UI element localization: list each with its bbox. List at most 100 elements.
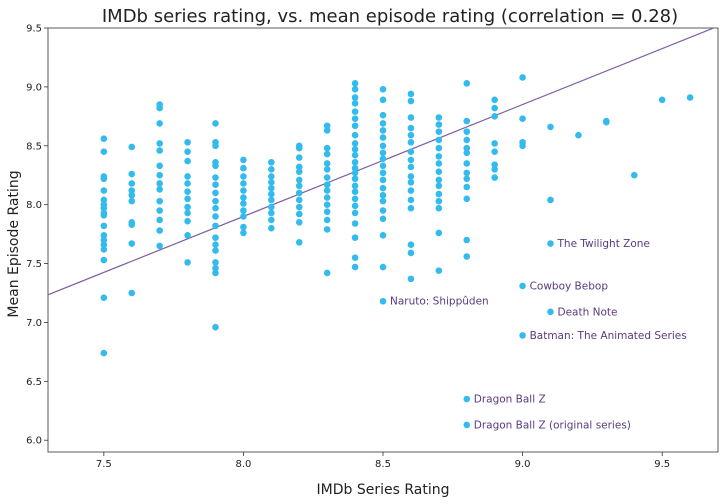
data-point [519,74,526,81]
data-point [379,184,387,192]
data-point [128,180,136,187]
data-point [100,175,108,183]
data-point [100,294,108,302]
data-point [603,118,610,126]
data-point [240,223,247,231]
data-point [100,222,108,230]
data-point [268,209,275,217]
data-point [547,308,554,316]
data-point [491,96,498,104]
data-point [519,142,526,150]
data-point [212,197,219,205]
data-point [407,148,415,155]
data-point [407,156,415,164]
data-point [100,211,108,219]
data-point [379,127,387,134]
data-point [519,332,526,339]
data-point [212,213,219,220]
data-point [379,169,387,177]
data-point [463,136,471,144]
data-point [323,269,331,277]
data-point [240,173,247,180]
y-tick-label: 7.0 [26,318,42,329]
data-point [379,111,387,119]
data-point [100,148,108,155]
y-tick-label: 9.0 [26,82,42,93]
data-point [323,160,331,167]
data-point [547,240,554,247]
data-point [323,127,331,134]
data-point [156,162,163,170]
data-point [379,142,387,150]
data-point [268,224,275,232]
data-point [156,197,163,205]
data-point [100,204,108,212]
data-point [435,114,443,121]
data-point [435,190,443,198]
data-point [463,175,471,183]
data-point [268,158,275,166]
data-point [351,188,359,196]
y-tick-label: 6.5 [26,377,42,388]
point-annotation: The Twilight Zone [557,238,650,250]
data-point [379,191,387,199]
data-point [100,187,108,194]
data-point [156,227,163,234]
data-point [212,269,219,277]
data-point [268,173,275,180]
data-point [351,182,359,190]
data-point [407,204,415,212]
point-annotation: Dragon Ball Z [474,394,546,406]
data-point [491,113,498,120]
point-annotation: Batman: The Animated Series [530,330,687,342]
data-point [407,97,415,105]
data-point [295,210,303,218]
data-point [212,181,219,188]
data-point [463,149,471,157]
data-point [100,241,108,249]
data-point [435,168,443,175]
data-point [156,186,163,193]
data-point [435,160,443,167]
data-point [407,187,415,194]
data-point [184,148,191,155]
data-point [212,204,219,212]
point-annotation: Death Note [558,306,618,318]
data-point [351,169,359,177]
data-point [407,249,415,257]
data-point [547,123,554,131]
data-point [379,149,387,157]
data-point [212,259,219,266]
data-point [351,263,359,271]
data-point [351,234,359,241]
data-point [435,176,443,184]
data-point [463,169,471,177]
data-point [240,180,247,187]
data-point [295,144,303,152]
data-point [351,140,359,147]
data-point [212,222,219,230]
data-point [379,155,387,163]
data-point [351,209,359,217]
data-point [295,168,303,175]
data-point [323,216,331,224]
data-point [184,195,191,203]
data-point [463,183,471,191]
data-point [100,349,108,357]
data-point [463,236,471,244]
data-point [184,173,191,180]
data-point [295,182,303,190]
data-point [379,96,387,104]
x-tick-label: 9.5 [654,459,670,470]
data-point [184,180,191,187]
data-point [323,187,331,194]
data-point [128,143,136,151]
data-point [435,197,443,205]
data-point [184,203,191,211]
data-point [519,115,526,122]
data-point [128,187,136,194]
data-point [351,146,359,153]
data-point [184,217,191,225]
data-point [100,231,108,239]
